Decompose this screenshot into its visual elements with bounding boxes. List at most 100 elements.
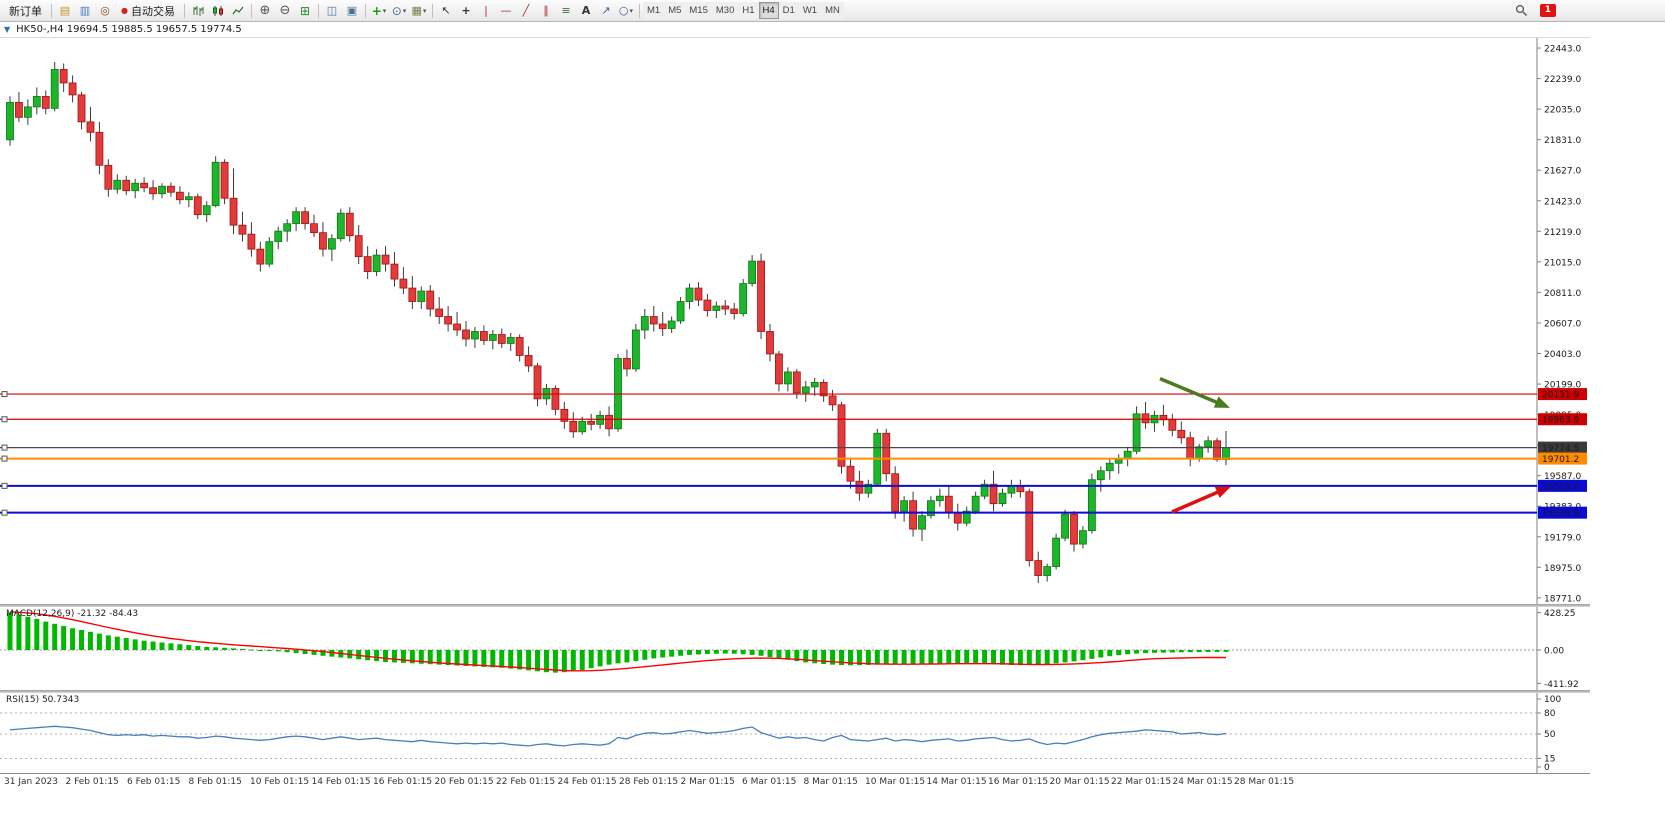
macd-histogram-bar [999, 650, 1005, 665]
timeframe-mn-button[interactable]: MN [821, 2, 844, 19]
fibonacci-tool-icon[interactable]: ≡ [561, 4, 571, 17]
candle-down [381, 254, 390, 265]
crosshair-tool-icon[interactable]: + [461, 4, 471, 17]
line-handle[interactable] [1, 391, 8, 398]
toolbar-separator [317, 3, 319, 18]
chart-title: HK50-,H4 19694.5 19885.5 19657.5 19774.5 [16, 24, 242, 35]
macd-histogram-bar [821, 650, 827, 665]
line-handle[interactable] [1, 416, 8, 423]
search-icon[interactable] [1512, 2, 1532, 20]
macd-histogram-bar [1044, 650, 1050, 665]
timeframe-d1-button[interactable]: D1 [778, 2, 799, 19]
macd-histogram-bar [418, 650, 424, 664]
periods-button[interactable]: ⊙ ▾ [389, 2, 409, 20]
candle-down [41, 95, 50, 109]
candle-up [211, 161, 220, 207]
candlestick-chart-icon[interactable] [208, 2, 228, 20]
macd-histogram-bar [481, 650, 487, 667]
candle-up [980, 483, 989, 497]
profiles-icon[interactable]: ▥ [79, 4, 91, 17]
channel-tool-icon[interactable]: ∥ [543, 4, 549, 17]
price-tag [1538, 452, 1587, 465]
green-arrow-annotation[interactable] [1159, 377, 1223, 406]
timeframe-m1-button[interactable]: M1 [642, 2, 665, 19]
macd-histogram-bar [1026, 650, 1032, 666]
timeframe-m5-button[interactable]: M5 [664, 2, 686, 19]
line-handle[interactable] [1, 509, 8, 516]
macd-histogram-bar [1143, 650, 1149, 654]
candle-down [551, 387, 560, 410]
signals-icon[interactable]: ◎ [100, 4, 110, 17]
candle-down [882, 432, 891, 475]
candle-down [149, 187, 157, 195]
line-handle[interactable] [1, 482, 8, 489]
timeframe-m15-button[interactable]: M15 [685, 2, 712, 19]
price-tag-label: 19701.2 [1542, 455, 1579, 465]
rsi-panel[interactable]: 100 80 50 150 [0, 693, 1590, 773]
timeframe-h4-button[interactable]: H4 [758, 2, 779, 19]
line-handle[interactable] [1, 444, 8, 451]
candle-up [578, 420, 587, 433]
line-handle[interactable] [1, 455, 8, 462]
macd-histogram-bar [195, 646, 201, 650]
macd-histogram-bar [785, 650, 791, 660]
price-tick-label: 22035.0 [1544, 106, 1581, 116]
candle-up [292, 211, 301, 225]
panel-divider[interactable] [0, 604, 1590, 607]
templates-button[interactable]: ▦ ▾ [409, 2, 429, 20]
candle-down [453, 323, 461, 331]
charts-icon[interactable]: ▤ [59, 4, 71, 17]
price-tick-label: 22443.0 [1544, 45, 1581, 55]
timeframe-w1-button[interactable]: W1 [798, 2, 822, 19]
shapes-tool-button[interactable]: ○ ▾ [616, 2, 636, 20]
macd-histogram-bar [669, 650, 675, 657]
timeframe-h1-button[interactable]: H1 [738, 2, 759, 19]
candle-down [238, 224, 247, 235]
macd-histogram-bar [570, 650, 576, 672]
cursor-tool-icon[interactable]: ↖ [441, 4, 451, 17]
red-arrow-annotation[interactable] [1171, 488, 1224, 514]
macd-histogram-bar [7, 612, 13, 650]
candle-down [444, 316, 453, 325]
price-tick-label: 19179.0 [1544, 533, 1581, 543]
candle-down [721, 305, 730, 310]
candle-down [462, 329, 470, 340]
zoom-in-icon[interactable]: ⊕ [259, 3, 271, 18]
candle-up [864, 483, 873, 494]
text-tool-icon[interactable]: A [581, 4, 591, 17]
horizontal-line-tool-icon[interactable]: — [500, 4, 512, 17]
macd-histogram-bar [794, 650, 800, 662]
candle-down [363, 256, 372, 272]
arrows-tool-icon[interactable]: ↗ [601, 4, 611, 17]
zoom-out-icon[interactable]: ⊖ [279, 3, 291, 18]
candle-down [68, 82, 77, 96]
bar-chart-icon[interactable] [188, 2, 208, 20]
line-chart-icon[interactable] [228, 2, 248, 20]
rsi-scale-label: 0 [1544, 763, 1550, 773]
new-order-button[interactable]: 新订单 [3, 1, 48, 21]
candle-down [140, 182, 149, 189]
main-chart[interactable]: 22443.0 22239.0 22035.0 21831.0 21627.0 21423… [0, 38, 1590, 604]
candle-down [953, 512, 962, 524]
candle-down [86, 121, 95, 133]
panel-divider[interactable] [0, 690, 1590, 693]
candle-down [819, 381, 828, 397]
candle-up [1195, 446, 1204, 460]
timeframe-m30-button[interactable]: M30 [711, 2, 739, 19]
auto-trading-button[interactable]: ● 自动交易 [115, 1, 181, 21]
candle-up [676, 301, 685, 322]
vertical-line-tool-icon[interactable]: | [484, 4, 488, 17]
macd-histogram-bar [472, 650, 478, 667]
maximize-chart-icon[interactable]: ▣ [346, 4, 358, 17]
notification-badge[interactable]: 1 [1539, 4, 1556, 17]
trendline-tool-icon[interactable]: ╱ [522, 4, 530, 17]
price-tick-label: 21423.0 [1544, 197, 1581, 207]
candle-down [792, 371, 801, 394]
macd-histogram-bar [248, 649, 254, 651]
candle-up [184, 196, 193, 201]
arrange-windows-icon[interactable]: ◫ [326, 4, 338, 17]
chart-menu-triangle-icon[interactable]: ▼ [4, 25, 11, 34]
tile-windows-icon[interactable]: ⊞ [299, 3, 311, 18]
macd-panel[interactable]: 428.25 0.00 -411.92 [0, 607, 1590, 690]
indicators-button[interactable]: + ▾ [369, 2, 389, 20]
